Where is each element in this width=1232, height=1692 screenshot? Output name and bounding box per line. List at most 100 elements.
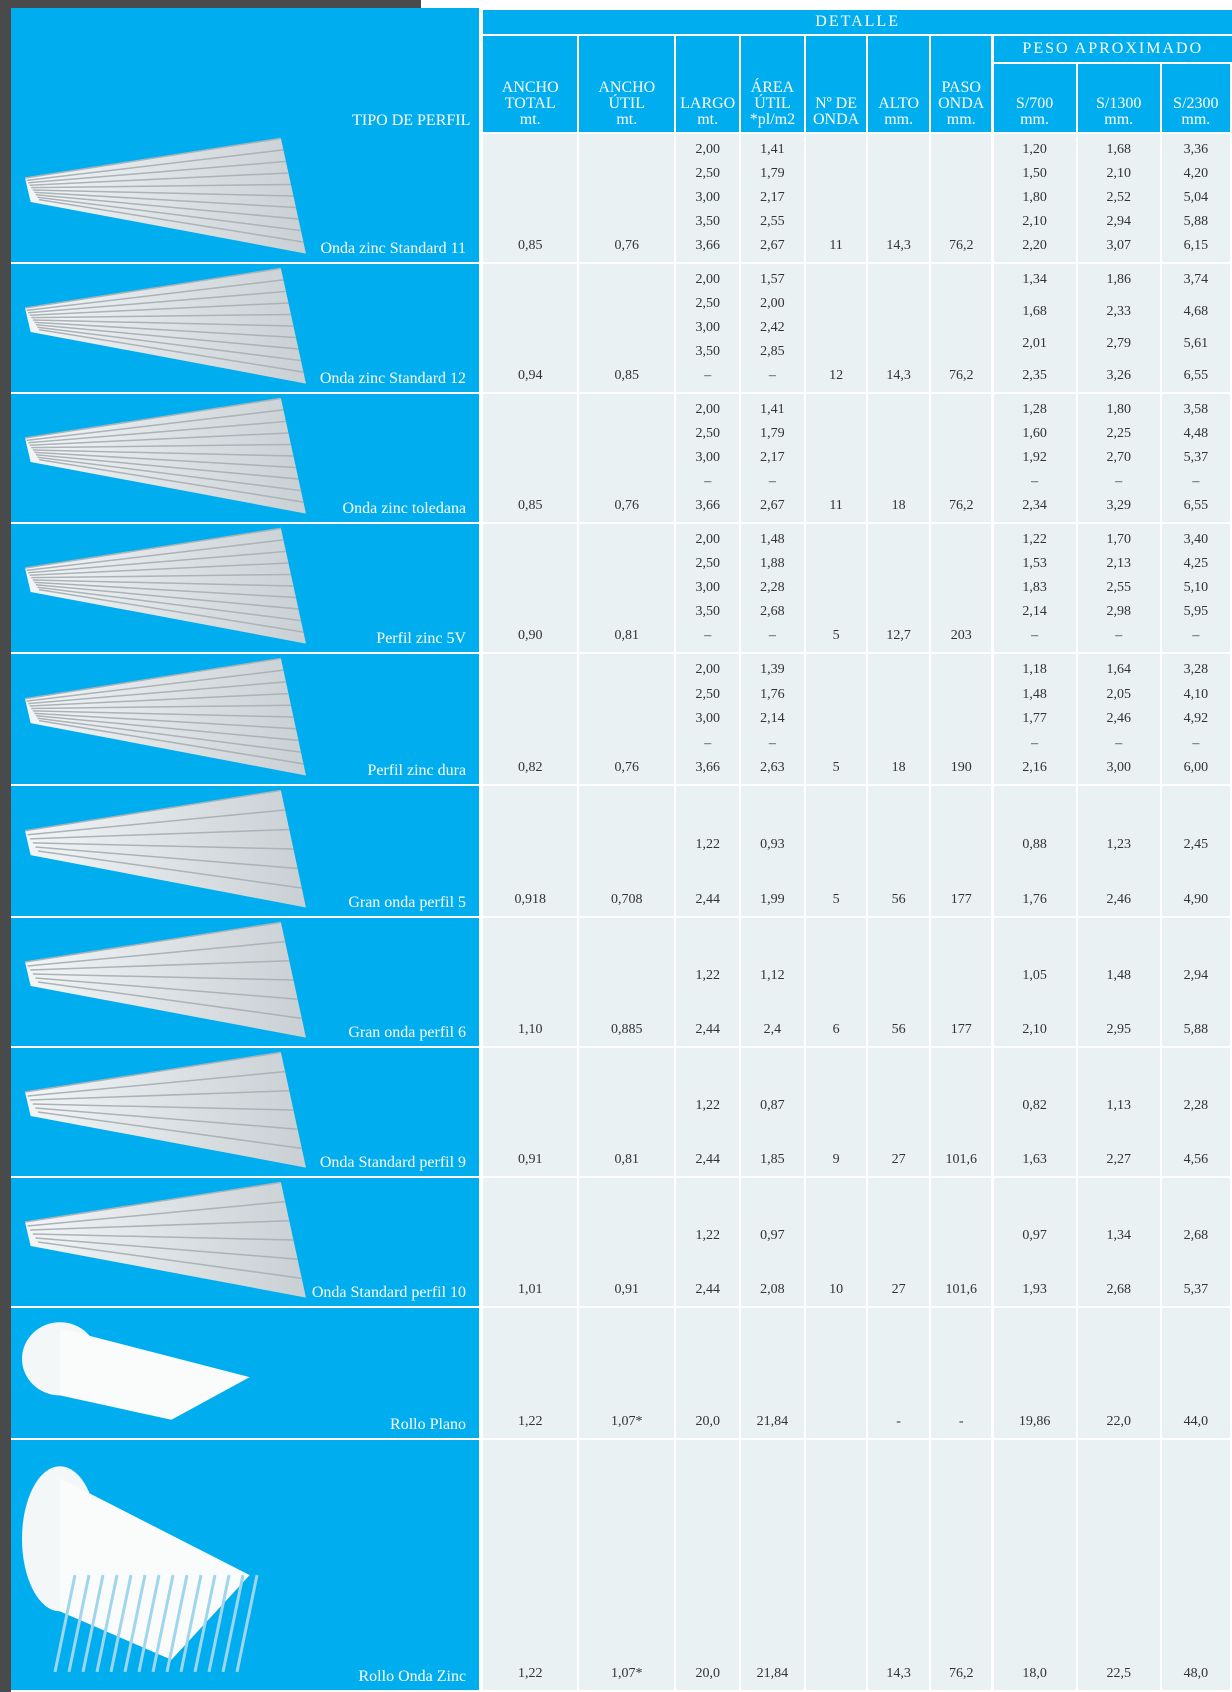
cell-value: 2,13	[1106, 556, 1131, 571]
cell-value: 190	[950, 760, 972, 775]
cell-value: 1,88	[760, 556, 785, 571]
column-header: LARGO mt.	[676, 36, 739, 132]
profile-name: Onda zinc Standard 11	[320, 240, 467, 257]
cell-value: 2,50	[695, 166, 720, 181]
cell-value: 1,07*	[611, 1414, 643, 1429]
cell-value: 1,93	[1022, 1282, 1047, 1297]
table-cell: 1,80 2,25 2,70 – 3,29	[1077, 394, 1160, 522]
table-cell: 0,87 1,85	[741, 1048, 804, 1176]
dark-strip	[0, 0, 11, 1692]
table-cell: 3,40 4,25 5,10 5,95 –	[1161, 524, 1230, 652]
table-cell: 1,22	[483, 1440, 578, 1690]
table-cell: 0,97 1,93	[993, 1178, 1076, 1306]
cell-value: 101,6	[945, 1152, 977, 1167]
cell-value: –	[704, 368, 712, 383]
cell-value: 2,50	[695, 556, 720, 571]
cell-value: 3,00	[695, 450, 720, 465]
row-separator	[10, 1438, 479, 1440]
cell-value: 1,50	[1022, 166, 1047, 181]
cell-value: 0,97	[1022, 1227, 1047, 1243]
detalle-header: DETALLE	[483, 10, 1232, 34]
cell-value: –	[1115, 628, 1123, 643]
table-cell: 3,74 4,68 5,61 6,55	[1161, 264, 1230, 392]
cell-value: 1,23	[1106, 836, 1131, 852]
cell-value: –	[1031, 735, 1039, 751]
cell-value: 2,17	[760, 190, 785, 205]
cell-value: 6,55	[1183, 368, 1209, 383]
cell-value: 1,80	[1022, 190, 1047, 205]
table-cell: 1,41 1,79 2,17 – 2,67	[741, 394, 804, 522]
cell-value: 1,41	[760, 402, 785, 417]
cell-value: 1,22	[695, 967, 720, 983]
cell-value: 0,97	[760, 1227, 785, 1243]
cell-value: –	[704, 735, 712, 751]
table-cell: 101,6	[931, 1048, 992, 1176]
cell-value: 2,20	[1022, 238, 1047, 253]
cell-value: 2,55	[760, 214, 785, 229]
table-cell: 44,0	[1161, 1308, 1230, 1438]
cell-value: 1,60	[1022, 426, 1047, 441]
cell-value: 1,05	[1022, 967, 1047, 983]
cell-value: 2,45	[1183, 836, 1209, 852]
cell-value: 1,79	[760, 426, 785, 441]
cell-value: 2,14	[1022, 604, 1047, 619]
table-cell: 0,91	[483, 1048, 578, 1176]
cell-value: 5,61	[1183, 336, 1209, 351]
cell-value: 5,95	[1183, 604, 1209, 619]
table-cell: 21,84	[741, 1440, 804, 1690]
table-cell: 1,05 2,10	[993, 918, 1076, 1046]
cell-value: 3,29	[1106, 498, 1131, 513]
cell-value: 0,76	[614, 238, 640, 253]
profile-image	[24, 789, 307, 908]
cell-value: 2,10	[1022, 1022, 1047, 1037]
cell-value: 2,10	[1022, 214, 1047, 229]
table-cell: 1,20 1,50 1,80 2,10 2,20	[993, 134, 1076, 262]
cell-value: 48,0	[1183, 1666, 1209, 1681]
cell-value: 1,28	[1022, 402, 1047, 417]
table-cell: 190	[931, 654, 992, 784]
cell-value: 2,25	[1106, 426, 1131, 441]
cell-value: 11	[829, 498, 843, 513]
cell-value: 14,3	[886, 1666, 911, 1681]
table-cell: 22,0	[1077, 1308, 1160, 1438]
row-separator	[10, 1176, 479, 1178]
table-cell: 1,68 2,10 2,52 2,94 3,07	[1077, 134, 1160, 262]
cell-value: 14,3	[886, 368, 911, 383]
cell-value: –	[1192, 474, 1200, 489]
cell-value: -	[896, 1414, 901, 1429]
cell-value: 2,95	[1106, 1022, 1131, 1037]
table-cell: 2,00 2,50 3,00 3,50 –	[676, 264, 739, 392]
cell-value: 22,5	[1106, 1666, 1131, 1681]
cell-value: 4,56	[1183, 1152, 1209, 1167]
table-cell: 2,94 5,88	[1161, 918, 1230, 1046]
cell-value: 1,48	[1022, 686, 1047, 702]
table-cell: 12,7	[868, 524, 929, 652]
profile-image	[24, 397, 307, 514]
cell-value: 11	[829, 238, 843, 253]
tipo-header: TIPO DE PERFIL	[352, 112, 471, 129]
table-cell: 3,36 4,20 5,04 5,88 6,15	[1161, 134, 1230, 262]
cell-value: 5,37	[1183, 450, 1209, 465]
cell-value: 2,98	[1106, 604, 1131, 619]
cell-value: 1,13	[1106, 1097, 1131, 1113]
cell-value: 5	[832, 892, 840, 907]
cell-value: 1,10	[517, 1022, 543, 1037]
cell-value: 0,918	[514, 892, 546, 907]
cell-value: 6	[832, 1022, 840, 1037]
cell-value: 4,20	[1183, 166, 1209, 181]
cell-value: 1,07*	[611, 1666, 643, 1681]
cell-value: 2,79	[1106, 336, 1131, 351]
cell-value: 76,2	[948, 1666, 974, 1681]
table-cell: 0,85	[579, 264, 675, 392]
cell-value: 2,50	[695, 686, 720, 702]
cell-value: 3,66	[695, 238, 720, 253]
row-separator	[10, 1690, 479, 1692]
table-cell: 1,48 2,95	[1077, 918, 1160, 1046]
cell-value: 1,86	[1106, 272, 1131, 287]
table-cell: 6	[805, 918, 867, 1046]
table-cell: 1,01	[483, 1178, 578, 1306]
table-cell: 0,85	[483, 394, 578, 522]
cell-value: 3,50	[695, 604, 720, 619]
profile-name: Onda zinc toledana	[342, 500, 467, 517]
